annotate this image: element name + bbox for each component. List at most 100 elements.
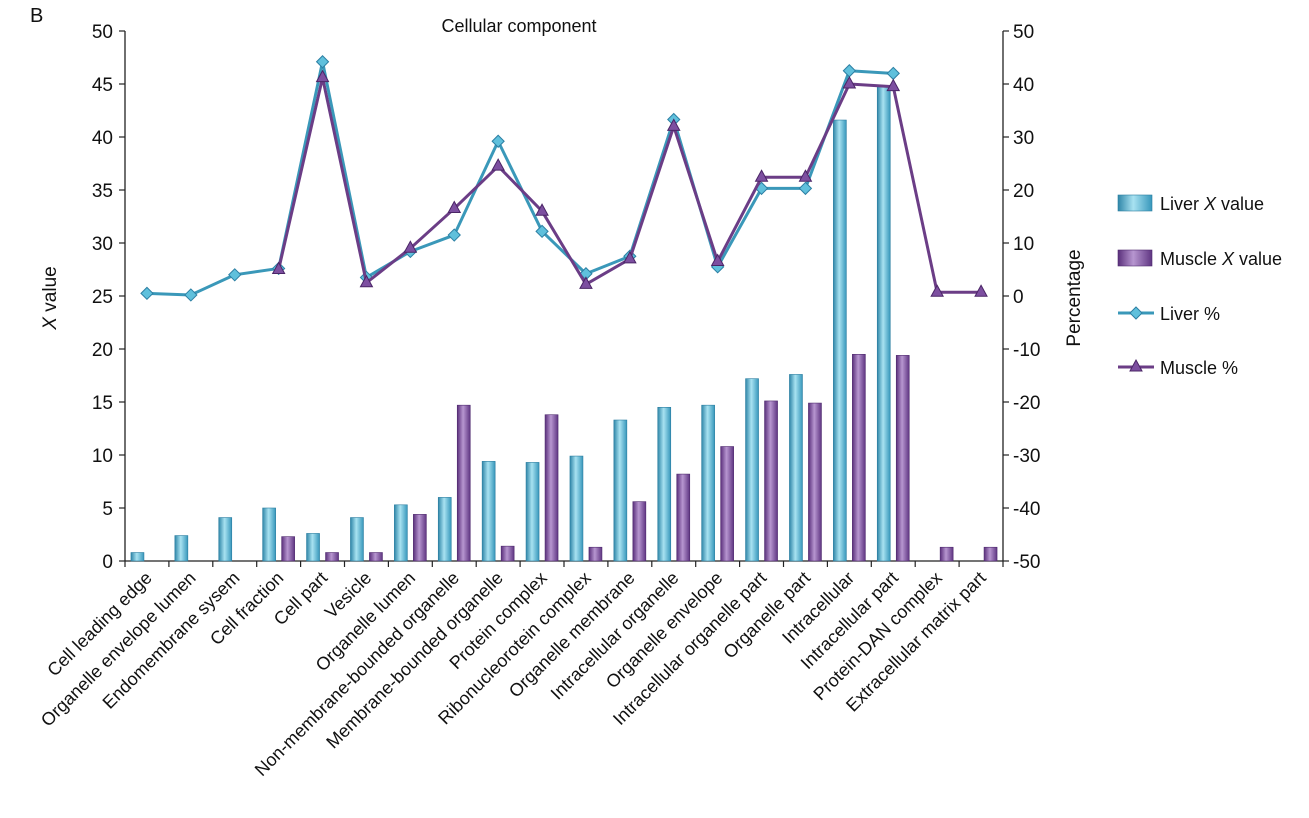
bar-muscle-x-value: [500, 545, 515, 562]
bar-muscle-x-value: [852, 353, 866, 562]
bar-liver-x-value: [613, 419, 628, 562]
y-right-tick-label: -30: [1013, 446, 1040, 467]
y-left-tick-label: 30: [92, 234, 113, 255]
bar-muscle-x-value: [983, 546, 998, 562]
y-right-tick-label: -50: [1013, 552, 1040, 573]
point-muscle-percent: [666, 118, 681, 131]
line-layer: [140, 55, 988, 302]
panel-label: B: [30, 5, 43, 27]
bar-liver-x-value: [657, 406, 672, 562]
y-axis-right-title: Percentage: [1064, 249, 1085, 346]
bar-muscle-x-value: [939, 546, 954, 562]
legend: Liver X value Muscle X value Liver % Muscle…: [1117, 194, 1282, 378]
point-muscle-percent: [403, 240, 418, 253]
y-right-tick-label: -20: [1013, 393, 1040, 414]
point-muscle-percent: [710, 253, 725, 267]
y-axis-left-title-rest: value: [40, 266, 61, 317]
bar-liver-x-value: [262, 507, 276, 562]
line-liver-percent: [146, 60, 894, 297]
bar-muscle-x-value: [676, 473, 691, 562]
point-liver-percent: [315, 55, 330, 69]
point-liver-percent: [798, 181, 813, 196]
point-muscle-percent: [491, 158, 505, 171]
bar-muscle-x-value: [588, 546, 603, 562]
point-muscle-percent: [579, 276, 593, 289]
bar-muscle-x-value: [544, 414, 559, 562]
legend-swatch-muscle-x-value: [1117, 249, 1153, 267]
bar-muscle-x-value: [325, 552, 339, 562]
bar-liver-x-value: [525, 462, 540, 562]
y-left-tick-label: 35: [92, 181, 113, 202]
bar-muscle-x-value: [720, 446, 734, 562]
y-left-tick-label: 0: [102, 552, 113, 573]
bar-muscle-x-value: [764, 400, 778, 562]
point-muscle-percent: [798, 169, 813, 182]
y-left-tick-label: 15: [92, 393, 113, 414]
point-liver-percent: [491, 134, 505, 148]
point-muscle-percent: [754, 169, 769, 182]
y-left-tick-label: 20: [92, 340, 113, 361]
bar-muscle-x-value: [456, 404, 471, 562]
y-axis-left-title-italic: X: [40, 316, 61, 331]
y-right-tick-label: 10: [1013, 234, 1034, 255]
bar-muscle-x-value: [369, 552, 383, 562]
y-right-tick-label: -40: [1013, 499, 1040, 520]
bar-liver-x-value: [350, 517, 364, 562]
legend-label: Muscle X value: [1160, 249, 1282, 269]
legend-marker-diamond: [1129, 306, 1143, 320]
bar-liver-x-value: [306, 533, 320, 562]
point-liver-percent: [842, 64, 857, 78]
y-left-tick-label: 5: [102, 499, 113, 520]
point-muscle-percent: [535, 203, 549, 216]
point-muscle-percent: [842, 75, 857, 89]
chart-title: Cellular component: [441, 16, 596, 36]
legend-label: Liver X value: [1160, 194, 1264, 214]
point-liver-percent: [140, 286, 154, 301]
bar-liver-x-value: [833, 119, 847, 562]
bar-liver-x-value: [745, 378, 759, 562]
point-muscle-percent: [271, 261, 286, 274]
point-liver-percent: [184, 288, 198, 302]
y-axis-left-title: X value: [40, 266, 61, 330]
bar-muscle-x-value: [895, 355, 910, 562]
bar-muscle-x-value: [808, 402, 822, 562]
y-right-tick-label: 40: [1013, 75, 1034, 96]
point-muscle-percent: [886, 78, 901, 92]
legend-label: Muscle %: [1160, 358, 1238, 378]
bar-muscle-x-value: [413, 514, 427, 562]
y-left-tick-label: 10: [92, 446, 113, 467]
bar-liver-x-value: [394, 504, 408, 562]
y-right-tick-label: 30: [1013, 128, 1034, 149]
bar-liver-x-value: [789, 374, 803, 562]
bar-liver-x-value: [218, 517, 233, 562]
bar-liver-x-value: [876, 85, 891, 562]
point-muscle-percent: [930, 284, 944, 297]
legend-label: Liver %: [1160, 304, 1220, 324]
point-muscle-percent: [315, 69, 330, 83]
y-right-tick-label: 0: [1013, 287, 1024, 308]
legend-swatch-liver-x-value: [1117, 194, 1153, 212]
point-muscle-percent: [974, 284, 988, 297]
bar-layer: [130, 85, 998, 562]
bar-muscle-x-value: [632, 501, 647, 562]
bar-liver-x-value: [701, 404, 715, 562]
point-muscle-percent: [359, 274, 374, 288]
point-muscle-percent: [623, 250, 637, 264]
y-right-tick-label: -10: [1013, 340, 1040, 361]
bar-liver-x-value: [569, 455, 584, 562]
bar-liver-x-value: [174, 535, 189, 562]
legend-marker-triangle: [1129, 358, 1143, 372]
bar-muscle-x-value: [281, 536, 295, 562]
y-left-tick-label: 50: [92, 22, 113, 43]
point-liver-percent: [886, 66, 900, 81]
bar-liver-x-value: [437, 497, 452, 562]
point-liver-percent: [447, 228, 461, 242]
y-left-tick-label: 40: [92, 128, 113, 149]
bar-liver-x-value: [481, 461, 496, 562]
y-right-tick-label: 20: [1013, 181, 1034, 202]
y-left-tick-label: 25: [92, 287, 113, 308]
point-muscle-percent: [447, 200, 462, 214]
y-right-tick-label: 50: [1013, 22, 1034, 43]
